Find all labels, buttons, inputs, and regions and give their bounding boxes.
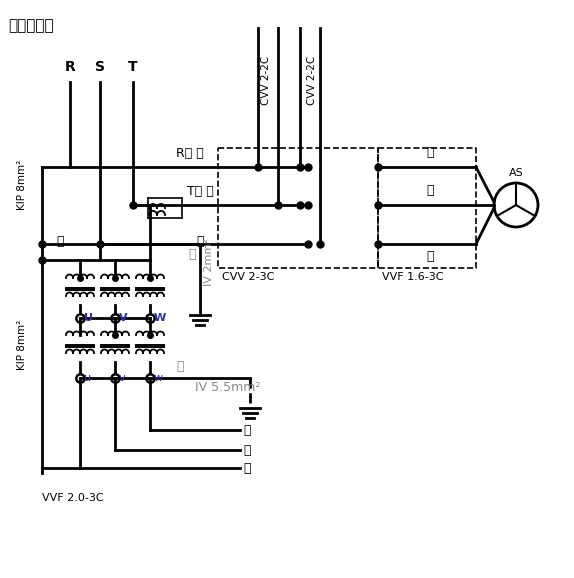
Text: CVV 2-3C: CVV 2-3C <box>222 272 274 282</box>
Text: 緑: 緑 <box>176 360 184 373</box>
Text: u: u <box>84 373 91 383</box>
Text: KIP 8mm²: KIP 8mm² <box>17 320 27 370</box>
Text: 白: 白 <box>426 184 434 197</box>
Text: 【複線図】: 【複線図】 <box>8 18 53 33</box>
Text: R: R <box>65 60 75 74</box>
Text: IV 5.5mm²: IV 5.5mm² <box>195 381 261 394</box>
Text: 白: 白 <box>196 235 204 248</box>
Text: VVF 1.6-3C: VVF 1.6-3C <box>382 272 444 282</box>
Text: W: W <box>154 313 166 323</box>
Text: T相 黒: T相 黒 <box>187 185 214 198</box>
Text: CVV 2-2C: CVV 2-2C <box>307 55 317 105</box>
Text: 緑: 緑 <box>188 247 196 261</box>
Text: 黒: 黒 <box>426 250 434 263</box>
Text: IV 2mm²: IV 2mm² <box>204 238 214 286</box>
Text: KIP 8mm²: KIP 8mm² <box>17 160 27 210</box>
Text: AS: AS <box>509 168 523 178</box>
Text: VVF 2.0-3C: VVF 2.0-3C <box>42 493 104 503</box>
Text: 赤: 赤 <box>426 146 434 159</box>
Text: 黒: 黒 <box>243 424 250 436</box>
Text: 赤: 赤 <box>243 461 250 475</box>
Text: S: S <box>95 60 105 74</box>
Text: 白: 白 <box>56 235 64 248</box>
Text: v: v <box>119 373 126 383</box>
Text: U: U <box>84 313 93 323</box>
Text: R相 赤: R相 赤 <box>176 147 204 160</box>
Text: V: V <box>119 313 127 323</box>
Text: 白: 白 <box>243 443 250 457</box>
Text: w: w <box>154 373 163 383</box>
Text: CVV 2-2C: CVV 2-2C <box>261 55 271 105</box>
Text: T: T <box>128 60 138 74</box>
